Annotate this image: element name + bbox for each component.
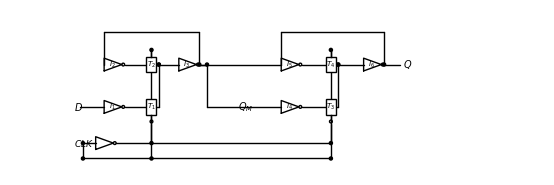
Text: $Q_M$: $Q_M$ [238, 100, 254, 114]
Circle shape [337, 63, 340, 66]
Text: $T_1$: $T_1$ [147, 102, 156, 112]
Text: $T_2$: $T_2$ [147, 59, 156, 70]
Text: $I_5$: $I_5$ [286, 59, 293, 70]
Circle shape [198, 63, 201, 66]
Circle shape [383, 63, 386, 66]
Text: $I_6$: $I_6$ [368, 59, 375, 70]
Bar [326, 99, 336, 115]
Text: $T_4$: $T_4$ [326, 59, 336, 70]
Circle shape [206, 63, 208, 66]
Bar [146, 57, 156, 72]
Text: $I_2$: $I_2$ [109, 59, 116, 70]
Circle shape [157, 63, 160, 66]
Text: $I_3$: $I_3$ [183, 59, 191, 70]
Circle shape [330, 48, 332, 51]
Bar [146, 99, 156, 115]
Circle shape [157, 63, 160, 66]
Circle shape [150, 48, 153, 51]
Circle shape [150, 142, 153, 145]
Circle shape [81, 157, 85, 160]
Circle shape [330, 157, 332, 160]
Circle shape [81, 142, 85, 145]
Bar [326, 57, 336, 72]
Circle shape [330, 142, 332, 145]
Text: $T_3$: $T_3$ [326, 102, 336, 112]
Text: $I_4$: $I_4$ [286, 102, 293, 112]
Text: $D$: $D$ [74, 101, 83, 113]
Circle shape [337, 63, 340, 66]
Text: $Q$: $Q$ [403, 58, 413, 71]
Text: $CLK$: $CLK$ [74, 138, 94, 149]
Text: $I_1$: $I_1$ [109, 102, 116, 112]
Circle shape [150, 157, 153, 160]
